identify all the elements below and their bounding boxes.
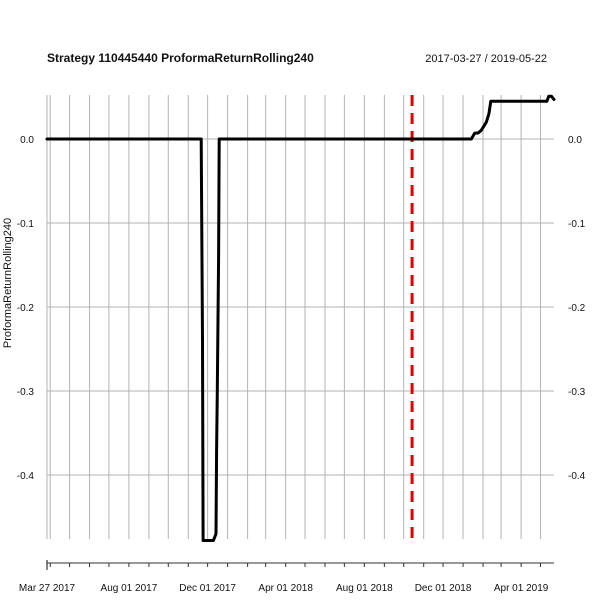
- y-tick-label-left: 0.0: [20, 135, 34, 146]
- chart-date-range: 2017-03-27 / 2019-05-22: [425, 53, 547, 65]
- y-tick-label-left: -0.2: [17, 303, 35, 314]
- y-axis-label: ProformaReturnRolling240: [2, 218, 14, 348]
- y-tick-label-right: 0.0: [568, 135, 582, 146]
- y-tick-label-right: -0.4: [568, 471, 586, 482]
- y-tick-label-left: -0.3: [17, 387, 35, 398]
- y-tick-label-left: -0.1: [17, 219, 35, 230]
- x-tick-label: Apr 01 2018: [258, 583, 313, 594]
- x-tick-label: Dec 01 2018: [415, 583, 472, 594]
- x-tick-label: Dec 01 2017: [179, 583, 236, 594]
- y-tick-label-right: -0.2: [568, 303, 586, 314]
- y-tick-label-right: -0.1: [568, 219, 586, 230]
- y-tick-label-right: -0.3: [568, 387, 586, 398]
- y-tick-label-left: -0.4: [17, 471, 35, 482]
- series-layer: [45, 94, 556, 542]
- x-tick-label: Aug 01 2018: [336, 583, 393, 594]
- series-line: [45, 94, 556, 542]
- x-tick-label: Mar 27 2017: [19, 583, 76, 594]
- grid-layer: [46, 95, 554, 539]
- x-tick-label: Apr 01 2019: [494, 583, 549, 594]
- chart-title: Strategy 110445440 ProformaReturnRolling…: [47, 51, 314, 65]
- axis-layer: 0.0 0.0 -0.1 -0.1 -0.2 -0.2 -0.3 -0.3 -0.4 -0.4 Ma…: [17, 135, 586, 594]
- x-tick-label: Aug 01 2017: [101, 583, 158, 594]
